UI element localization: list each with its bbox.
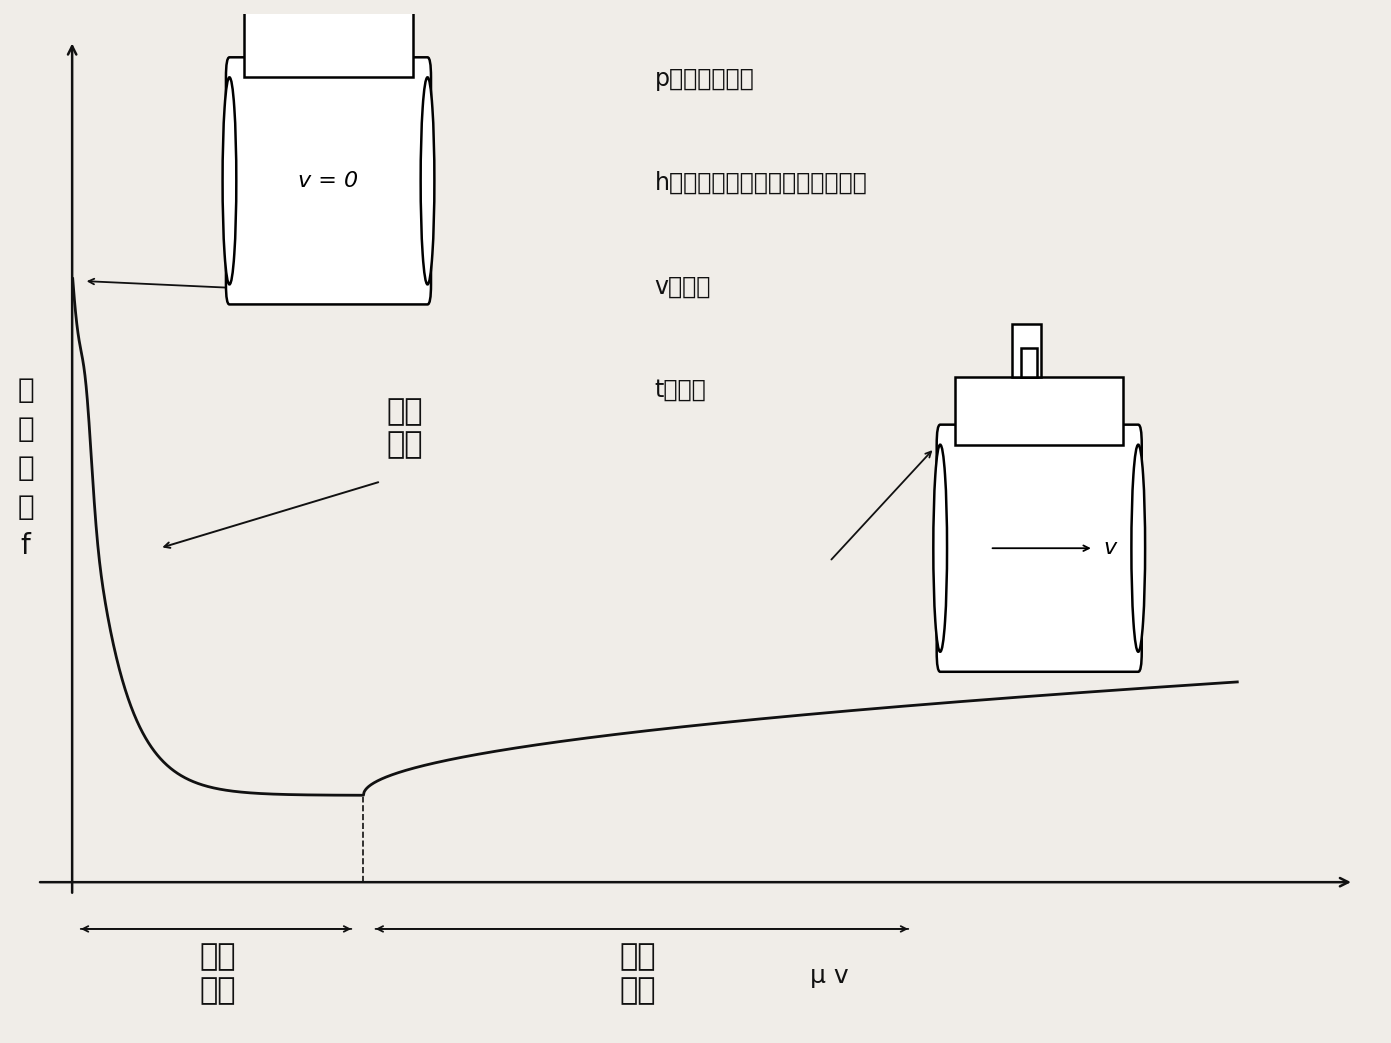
Text: t：時間: t：時間 — [655, 378, 707, 402]
Bar — [1021, 347, 1036, 378]
Text: μ v: μ v — [810, 964, 849, 988]
Text: v: v — [1103, 538, 1117, 558]
Text: 摩
擦
係
数
f: 摩 擦 係 数 f — [17, 377, 33, 560]
Bar — [1011, 323, 1042, 378]
Bar — [310, 0, 325, 10]
Ellipse shape — [1131, 444, 1145, 652]
FancyBboxPatch shape — [225, 57, 431, 305]
Text: h：油膜の厚さ（二面間の隙間）: h：油膜の厚さ（二面間の隙間） — [655, 171, 868, 195]
Bar — [245, 10, 413, 77]
Ellipse shape — [420, 77, 434, 285]
Text: 混合
潤滑: 混合 潤滑 — [199, 942, 236, 1004]
Text: 流体
潤滑: 流体 潤滑 — [619, 942, 655, 1004]
Text: v：速度: v：速度 — [655, 274, 711, 298]
FancyBboxPatch shape — [936, 425, 1142, 672]
Text: p：流体の圧力: p：流体の圧力 — [655, 68, 754, 92]
Ellipse shape — [933, 444, 947, 652]
Ellipse shape — [223, 77, 236, 285]
Text: v = 0: v = 0 — [299, 171, 359, 191]
Bar — [300, 0, 331, 10]
Bar — [956, 378, 1124, 444]
Text: 境界
潤滑: 境界 潤滑 — [387, 396, 423, 459]
